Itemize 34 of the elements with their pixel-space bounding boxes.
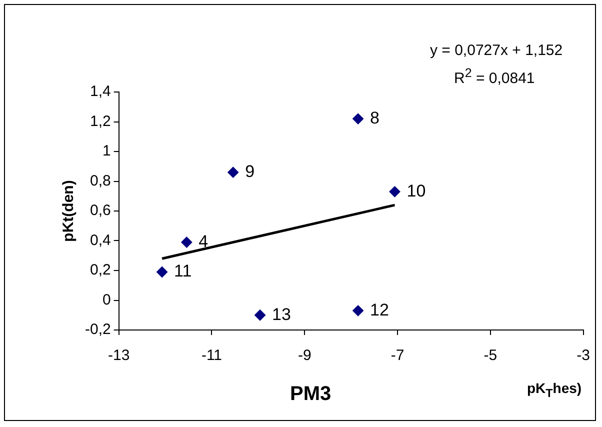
- x-tick-label: -7: [390, 347, 404, 364]
- point: [181, 236, 192, 248]
- point: [352, 113, 364, 124]
- x-tick-label: -13: [108, 347, 130, 364]
- x-tick-label: -9: [298, 347, 312, 364]
- y-tick-label: 0,6: [90, 202, 111, 220]
- x-tick-label: -11: [201, 347, 222, 364]
- annotation: 9: [245, 162, 255, 182]
- y-tick-label: 1: [102, 142, 111, 160]
- y-tick-label: 0: [102, 291, 111, 308]
- text: R$^{2}$ = 0,0841: [454, 66, 535, 87]
- point: [254, 310, 266, 321]
- y-tick-label: 0,2: [90, 262, 111, 279]
- annotation: 12: [370, 300, 389, 320]
- point: [352, 305, 364, 316]
- annotation: 13: [272, 304, 291, 324]
- text: y = 0,0727x + 1,152: [430, 42, 563, 59]
- text: PM3: [290, 383, 332, 406]
- y-tick-label: 0,8: [90, 172, 111, 190]
- point: [228, 166, 239, 178]
- annotation: 11: [174, 262, 192, 281]
- annotation: 4: [198, 232, 208, 251]
- x-tick-label: -5: [484, 347, 498, 364]
- y-tick-label: 0,4: [90, 232, 111, 249]
- x-axis-title: pK$_{T}$hes): [527, 380, 582, 400]
- annotation: 8: [370, 108, 380, 128]
- y-tick-label: -0,2: [84, 321, 111, 338]
- annotation: 10: [406, 181, 426, 200]
- y-axis-title: pKt(den): [60, 180, 78, 242]
- point: [156, 266, 168, 278]
- y-tick-label: 1,2: [90, 112, 111, 130]
- point: [389, 186, 400, 198]
- x-tick-label: -3: [576, 347, 590, 364]
- y-tick-label: 1,4: [90, 83, 111, 100]
